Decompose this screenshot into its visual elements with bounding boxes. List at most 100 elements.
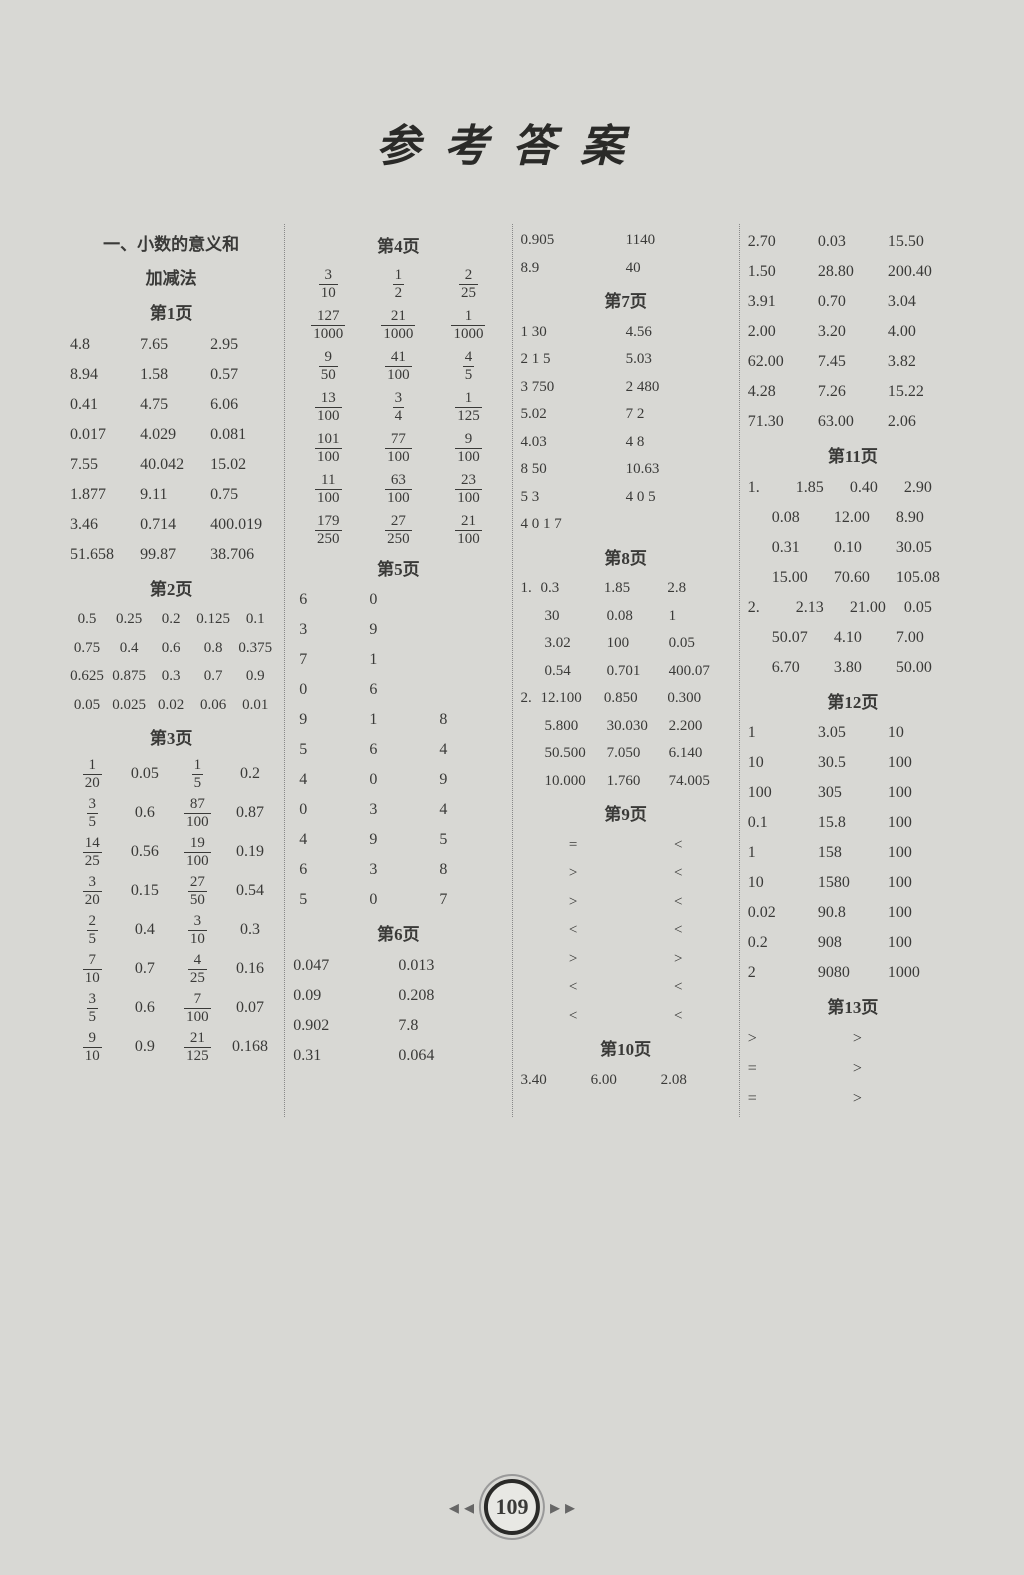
answer-cell: 19100 (171, 836, 224, 869)
page9-answers: =<><><<<>><<<< (521, 834, 731, 1028)
answer-row: 1030.5100 (748, 751, 958, 775)
answer-cell (433, 648, 503, 672)
answer-row: 4.034 8 (521, 431, 731, 454)
answer-row: 2.003.204.00 (748, 320, 958, 344)
answer-cell: 7 (433, 888, 503, 912)
column-3: 0.90511408.940 第7页 1 304.562 1 55.033 75… (513, 224, 740, 1117)
answer-cell: < (626, 891, 731, 914)
column-2: 第4页 310122251271000211000110009504110045… (285, 224, 512, 1117)
answer-cell: 710 (66, 953, 119, 986)
page12-answers: 13.05101030.51001003051000.115.810011581… (748, 721, 958, 985)
answer-cell: 0 (293, 678, 363, 702)
answer-cell: 2750 (171, 875, 224, 908)
answer-cell: 15.22 (888, 380, 958, 404)
answer-cell: 0.31 (293, 1044, 398, 1068)
answer-row: << (521, 976, 731, 999)
answer-cell: 51.658 (66, 543, 136, 567)
answer-row: 4.87.652.95 (66, 333, 276, 357)
answer-cell: 3.82 (888, 350, 958, 374)
answer-row: >> (748, 1027, 958, 1051)
answer-cell: 0.40 (850, 476, 904, 500)
answer-cell: 5 (293, 738, 363, 762)
answer-cell: 0.6 (150, 637, 192, 660)
answer-row: 1.8779.110.75 (66, 483, 276, 507)
answer-row: 250.43100.3 (66, 914, 276, 947)
answer-cell: 9 (363, 828, 433, 852)
answer-cell: < (626, 919, 731, 942)
answer-cell: 100 (888, 901, 958, 925)
answer-cell: 7.45 (818, 350, 888, 374)
answer-cell: 12.00 (834, 506, 896, 530)
answer-cell: 11000 (433, 309, 503, 342)
answer-cell: 10.63 (626, 458, 731, 481)
answer-row: 3.910.703.04 (748, 290, 958, 314)
answer-cell: 12 (363, 268, 433, 301)
answer-cell: 40 (626, 257, 731, 280)
answer-cell: 5 (293, 888, 363, 912)
answer-row: => (748, 1057, 958, 1081)
answer-row: 350.671000.07 (66, 992, 276, 1025)
answer-row: 638 (293, 858, 503, 882)
answer-cell: 41100 (363, 350, 433, 383)
answer-cell: 2 1 5 (521, 348, 626, 371)
answer-cell: 62.00 (748, 350, 818, 374)
answer-cell: 0.714 (136, 513, 206, 537)
answer-cell: 0.300 (667, 687, 730, 710)
answer-cell: 3 (293, 618, 363, 642)
answer-cell (433, 678, 503, 702)
answer-cell: < (521, 1005, 626, 1028)
answer-cell: 13100 (293, 391, 363, 424)
answer-cell: 7.65 (136, 333, 206, 357)
answer-cell: 0.54 (224, 879, 277, 903)
answer-row: >< (521, 891, 731, 914)
answer-cell: > (748, 1027, 853, 1051)
page-number-circle: 109 (484, 1479, 540, 1535)
answer-cell: 77100 (363, 432, 433, 465)
answer-cell: 0.08 (607, 605, 669, 628)
answer-cell: 7100 (171, 992, 224, 1025)
answer-cell: 6.70 (772, 656, 834, 680)
answer-row: 101580100 (748, 871, 958, 895)
answer-row: 2.2.1321.000.05 (748, 596, 958, 620)
answer-cell: 1000 (888, 961, 958, 985)
answer-row: 9100.9211250.168 (66, 1031, 276, 1064)
answer-cell: 1125 (433, 391, 503, 424)
answer-cell: 0.081 (206, 423, 276, 447)
answer-row: 8.941.580.57 (66, 363, 276, 387)
answer-cell: 100 (888, 811, 958, 835)
answer-cell: 4 (433, 798, 503, 822)
answer-row: 50.5007.0506.140 (521, 742, 731, 765)
answer-cell: = (748, 1087, 853, 1111)
answer-cell: 4 (433, 738, 503, 762)
answer-row: >> (521, 948, 731, 971)
answer-row: 3.406.002.08 (521, 1069, 731, 1092)
answer-cell: 200.40 (888, 260, 958, 284)
answer-cell: 0.8 (192, 637, 234, 660)
answer-cell: 0.208 (398, 984, 503, 1008)
answer-row: 918 (293, 708, 503, 732)
answer-cell: 2.200 (669, 715, 731, 738)
answer-row: 2.12.1000.8500.300 (521, 687, 731, 710)
answer-cell: 4.56 (626, 321, 731, 344)
answer-cell: < (521, 919, 626, 942)
answer-row: 290801000 (748, 961, 958, 985)
answer-cell: 21100 (433, 514, 503, 547)
answer-cell: 28.80 (818, 260, 888, 284)
answer-cell: 0 (363, 588, 433, 612)
answer-row: 60 (293, 588, 503, 612)
answer-cell: 4.03 (521, 431, 626, 454)
answer-cell: > (626, 948, 731, 971)
answer-cell: 10.000 (545, 770, 607, 793)
answer-cell: 0.2 (150, 608, 192, 631)
answer-cell: 9 (363, 618, 433, 642)
answer-cell: 5.03 (626, 348, 731, 371)
page2-answers: 0.50.250.20.1250.10.750.40.60.80.3750.62… (66, 608, 276, 716)
page5-head: 第5页 (293, 557, 503, 583)
answer-cell: 1271000 (293, 309, 363, 342)
answer-cell: 30.030 (607, 715, 669, 738)
answer-row: 0.090.208 (293, 984, 503, 1008)
answer-cell: 0.57 (206, 363, 276, 387)
answer-cell: 0.375 (234, 637, 276, 660)
answer-row: 4 0 1 7 (521, 513, 731, 536)
answer-row: 495 (293, 828, 503, 852)
